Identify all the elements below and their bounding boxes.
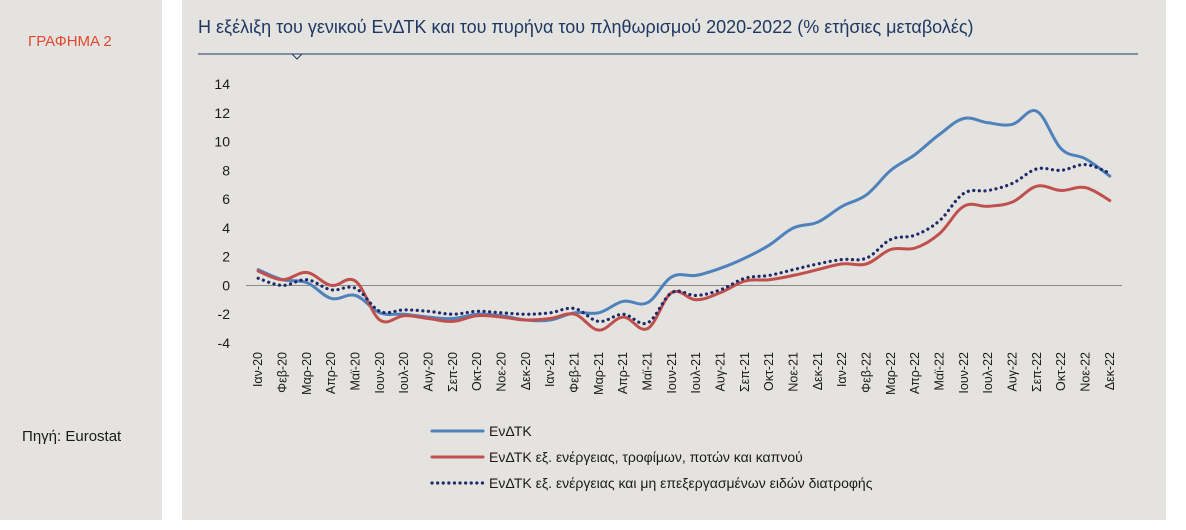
title-underline	[198, 53, 1138, 60]
x-tick-label: Μαϊ-21	[641, 352, 655, 391]
x-tick-label: Σεπ-22	[1030, 352, 1044, 392]
y-tick-label: -2	[218, 306, 231, 322]
x-tick-label: Ιουν-21	[665, 352, 679, 394]
x-tick-label: Νοε-20	[495, 352, 509, 392]
x-tick-label: Μαρ-22	[884, 352, 898, 395]
x-tick-label: Οκτ-20	[470, 352, 484, 391]
y-tick-label: 12	[214, 105, 230, 121]
y-tick-label: -4	[218, 335, 231, 351]
x-tick-label: Μαρ-21	[592, 352, 606, 395]
x-tick-label: Μαρ-20	[300, 352, 314, 395]
x-tick-label: Ιουλ-21	[689, 352, 703, 394]
y-tick-label: 10	[214, 134, 230, 150]
x-tick-label: Απρ-20	[324, 352, 338, 394]
x-tick-label: Σεπ-20	[446, 352, 460, 392]
legend-label: ΕνΔΤΚ εξ. ενέργειας και μη επεξεργασμένω…	[489, 475, 873, 491]
y-tick-label: 0	[222, 277, 230, 293]
side-panel: ΓΡΑΦΗΜΑ 2 Πηγή: Eurostat	[0, 0, 162, 520]
x-tick-label: Νοε-21	[787, 352, 801, 392]
x-tick-label: Σεπ-21	[738, 352, 752, 392]
x-tick-label: Οκτ-22	[1054, 352, 1068, 391]
x-tick-label: Νοε-22	[1079, 352, 1093, 392]
y-tick-label: 4	[222, 220, 230, 236]
source-label: Πηγή: Eurostat	[22, 428, 122, 445]
x-tick-label: Αυγ-22	[1006, 352, 1020, 392]
x-tick-label: Ιουν-20	[373, 352, 387, 394]
y-axis: 14 12 10 8 6 4 2 0 -2 -4	[214, 76, 1122, 351]
x-tick-label: Οκτ-21	[762, 352, 776, 391]
series-line-core-excl-energy-food	[256, 184, 1112, 332]
legend-label: ΕνΔΤΚ	[489, 423, 532, 439]
x-tick-label: Απρ-21	[616, 352, 630, 394]
x-tick-label: Ιαν-21	[543, 352, 557, 387]
x-tick-label: Δεκ-22	[1103, 352, 1117, 390]
x-tick-label: Φεβ-22	[860, 352, 874, 393]
chart-panel	[182, 0, 1166, 520]
x-tick-label: Μαϊ-20	[349, 352, 363, 391]
x-tick-label: Φεβ-21	[568, 352, 582, 393]
legend-item-core-excl-energy-unprocessed-food: ΕνΔΤΚ εξ. ενέργειας και μη επεξεργασμένω…	[430, 475, 873, 491]
x-tick-label: Απρ-22	[908, 352, 922, 394]
y-tick-label: 8	[222, 162, 230, 178]
y-tick-label: 6	[222, 191, 230, 207]
x-tick-label: Δεκ-20	[519, 352, 533, 390]
legend-item-hicp: ΕνΔΤΚ	[430, 423, 532, 439]
x-tick-label: Δεκ-21	[811, 352, 825, 390]
x-tick-label: Ιαν-20	[251, 352, 265, 387]
figure-label: ΓΡΑΦΗΜΑ 2	[28, 33, 112, 50]
x-tick-label: Φεβ-20	[276, 352, 290, 393]
legend-label: ΕνΔΤΚ εξ. ενέργειας, τροφίμων, ποτών και…	[489, 449, 803, 465]
y-tick-label: 14	[214, 76, 230, 92]
x-tick-label: Αυγ-20	[422, 352, 436, 392]
x-tick-label: Αυγ-21	[714, 352, 728, 392]
legend-item-core-excl-energy-food: ΕνΔΤΚ εξ. ενέργειας, τροφίμων, ποτών και…	[430, 449, 803, 465]
x-tick-label: Ιουν-22	[957, 352, 971, 394]
x-tick-label: Ιουλ-20	[397, 352, 411, 394]
series-layer	[256, 109, 1112, 332]
series-line-core-excl-energy-unprocessed-food	[256, 162, 1112, 326]
y-tick-label: 2	[222, 249, 230, 265]
x-tick-label: Ιαν-22	[835, 352, 849, 387]
x-axis: Ιαν-20 Φεβ-20 Μαρ-20 Απρ-20 Μαϊ-20 Ιουν-20 Ιου…	[251, 352, 1117, 395]
chart-title: Η εξέλιξη του γενικού ΕνΔΤΚ και του πυρή…	[198, 17, 974, 37]
x-tick-label: Ιουλ-22	[981, 352, 995, 394]
series-line-hicp	[256, 109, 1112, 323]
legend: ΕνΔΤΚ ΕνΔΤΚ εξ. ενέργειας, τροφίμων, ποτώ…	[430, 423, 873, 491]
x-tick-label: Μαϊ-22	[933, 352, 947, 391]
